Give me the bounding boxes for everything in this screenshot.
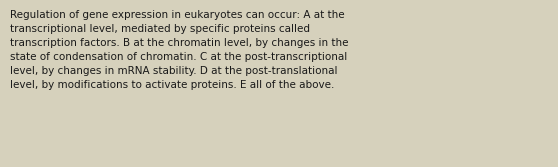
Text: Regulation of gene expression in eukaryotes can occur: A at the
transcriptional : Regulation of gene expression in eukaryo… [10,10,349,90]
